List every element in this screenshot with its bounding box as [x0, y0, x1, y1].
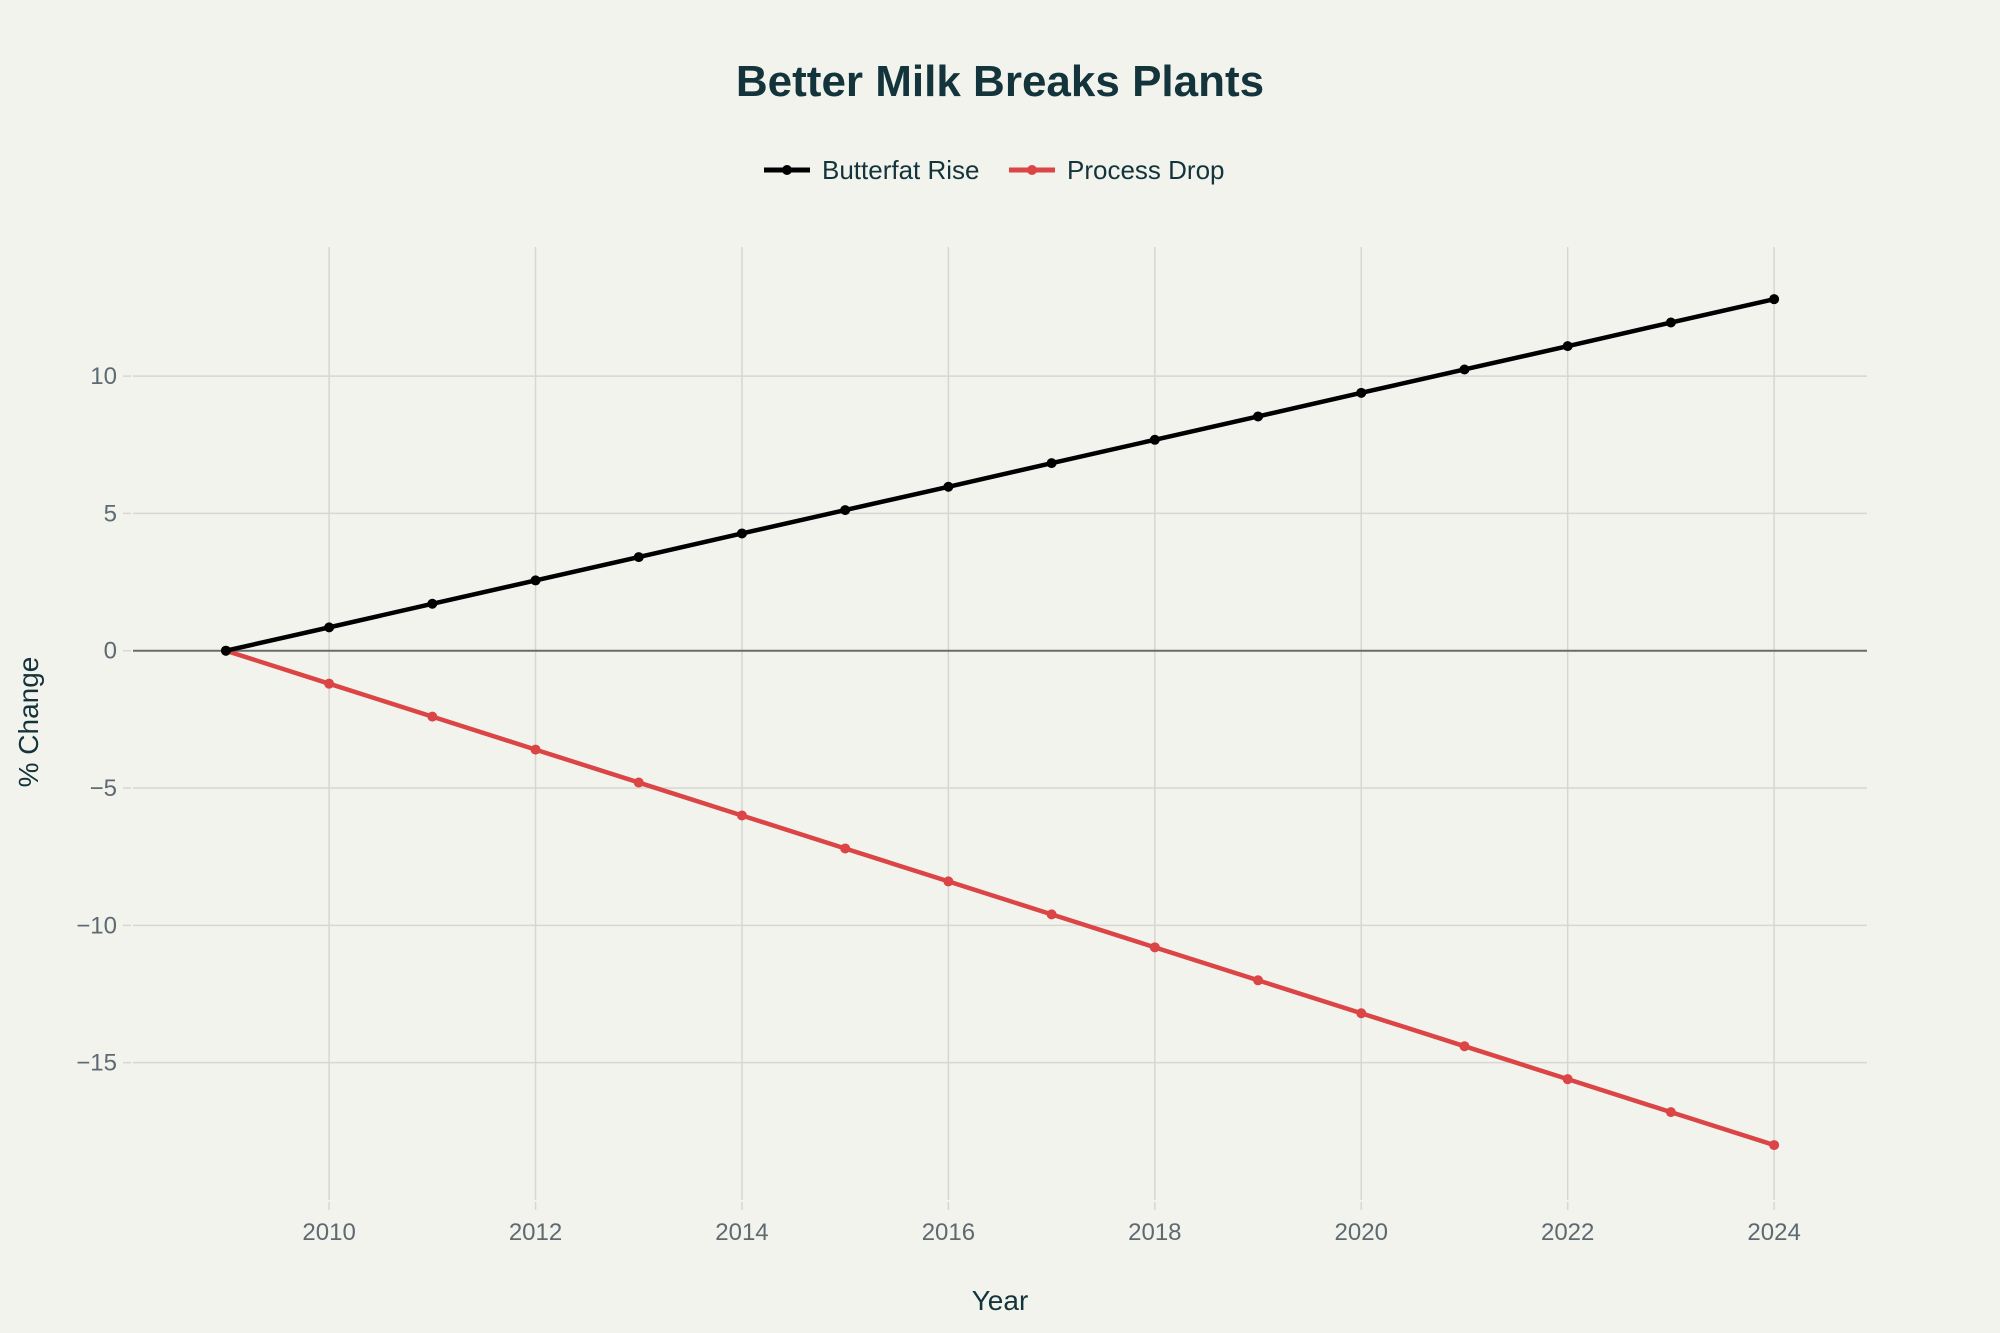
x-tick-label: 2012 [509, 1219, 562, 1246]
series-line-process-drop [225, 648, 1775, 1148]
data-point-butterfat-rise [1149, 434, 1160, 445]
y-tick-label: 0 [104, 638, 117, 665]
x-tick-label: 2014 [715, 1219, 768, 1246]
x-axis-title: Year [972, 1285, 1029, 1316]
data-point-process-drop [943, 876, 954, 887]
data-point-process-drop [633, 777, 644, 788]
data-point-process-drop [1046, 909, 1057, 920]
data-point-process-drop [1769, 1140, 1780, 1151]
legend-item-process-drop[interactable]: Process Drop [1009, 155, 1225, 185]
series-group [220, 294, 1780, 1151]
x-tick-label: 2016 [922, 1219, 975, 1246]
data-point-process-drop [530, 744, 541, 755]
data-point-butterfat-rise [1665, 317, 1676, 328]
x-tick-label: 2022 [1541, 1219, 1594, 1246]
data-point-process-drop [1562, 1074, 1573, 1085]
x-axis: 2010 2012 2014 2016 2018 2020 2022 2024 [302, 1202, 1801, 1246]
data-point-butterfat-rise [427, 598, 438, 609]
data-point-butterfat-rise [1253, 411, 1264, 422]
x-tick-label: 2024 [1747, 1219, 1800, 1246]
data-point-butterfat-rise [633, 552, 644, 563]
legend: Butterfat Rise Process Drop [764, 155, 1225, 185]
legend-label: Butterfat Rise [822, 155, 980, 185]
legend-item-butterfat-rise[interactable]: Butterfat Rise [764, 155, 980, 185]
x-tick-label: 2020 [1335, 1219, 1388, 1246]
data-point-process-drop [1356, 1008, 1367, 1019]
y-tick-label: −10 [76, 912, 117, 939]
legend-label: Process Drop [1067, 155, 1225, 185]
data-point-butterfat-rise [530, 575, 541, 586]
data-point-butterfat-rise [220, 645, 231, 656]
y-axis: −15 −10 −5 0 5 10 [76, 363, 131, 1077]
data-point-process-drop [1459, 1041, 1470, 1052]
data-point-process-drop [427, 711, 438, 722]
y-tick-label: −5 [90, 775, 117, 802]
data-point-process-drop [324, 678, 335, 689]
y-axis-title: % Change [13, 657, 44, 788]
series-butterfat-rise [220, 294, 1780, 656]
data-point-process-drop [1665, 1107, 1676, 1118]
data-point-butterfat-rise [1356, 387, 1367, 398]
data-point-process-drop [736, 810, 747, 821]
data-point-butterfat-rise [1046, 458, 1057, 469]
data-point-butterfat-rise [943, 481, 954, 492]
series-process-drop [220, 645, 1780, 1151]
y-tick-label: 5 [104, 500, 117, 527]
x-tick-label: 2010 [302, 1219, 355, 1246]
data-point-process-drop [840, 843, 851, 854]
legend-swatch-marker [1027, 165, 1037, 175]
data-point-butterfat-rise [324, 622, 335, 633]
data-point-butterfat-rise [840, 505, 851, 516]
data-point-butterfat-rise [1769, 294, 1780, 305]
data-point-butterfat-rise [1459, 364, 1470, 375]
legend-swatch-marker [782, 165, 792, 175]
data-point-process-drop [1253, 975, 1264, 986]
data-point-butterfat-rise [1562, 341, 1573, 352]
series-line-butterfat-rise [225, 296, 1775, 653]
chart-title: Better Milk Breaks Plants [736, 57, 1264, 106]
data-point-process-drop [1149, 942, 1160, 953]
x-tick-label: 2018 [1128, 1219, 1181, 1246]
y-tick-label: 10 [90, 363, 117, 390]
y-tick-label: −15 [76, 1050, 117, 1077]
data-point-butterfat-rise [736, 528, 747, 539]
grid [133, 247, 1867, 1200]
